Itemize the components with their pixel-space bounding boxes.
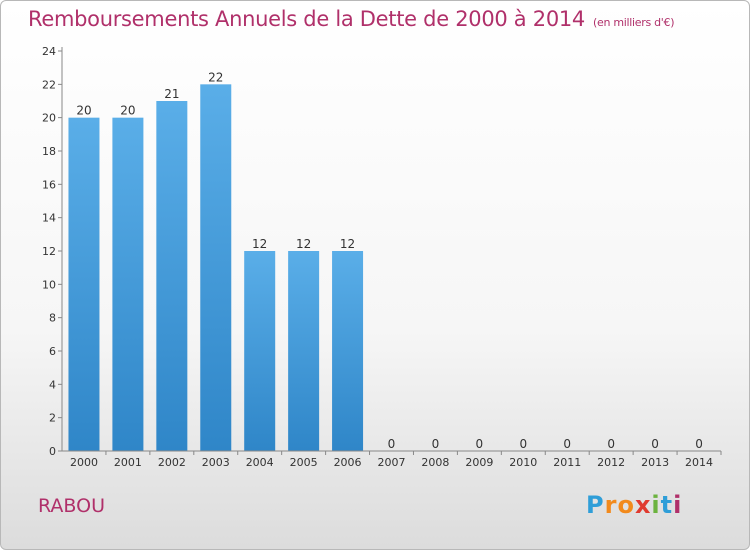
y-tick-label: 18: [42, 145, 56, 158]
y-tick-label: 20: [42, 112, 56, 125]
x-tick-label: 2014: [685, 456, 713, 469]
x-tick-label: 2007: [378, 456, 406, 469]
y-tick-label: 22: [42, 78, 56, 91]
bar: [68, 117, 100, 452]
x-tick-label: 2010: [509, 456, 537, 469]
x-tick-label: 2006: [334, 456, 362, 469]
data-label: 12: [296, 237, 311, 251]
y-tick-label: 14: [42, 212, 56, 225]
data-label: 0: [432, 437, 440, 451]
y-tick-label: 2: [49, 412, 56, 425]
y-tick-label: 12: [42, 245, 56, 258]
x-tick-label: 2005: [290, 456, 318, 469]
data-label: 0: [563, 437, 571, 451]
data-label: 0: [607, 437, 615, 451]
logo-letter: P: [586, 491, 605, 519]
bar: [112, 117, 144, 452]
x-tick-label: 2013: [641, 456, 669, 469]
logo-letter: t: [660, 491, 674, 519]
bar: [288, 251, 320, 451]
bar: [244, 251, 276, 451]
bars-group: [68, 84, 715, 452]
x-tick-label: 2001: [114, 456, 142, 469]
x-tick-label: 2002: [158, 456, 186, 469]
y-tick-label: 0: [49, 445, 56, 458]
logo-letter: o: [617, 491, 635, 519]
chart-subtitle: (en milliers d'€): [593, 16, 675, 29]
data-label: 12: [340, 237, 355, 251]
y-tick-label: 4: [49, 378, 56, 391]
y-tick-label: 8: [49, 312, 56, 325]
y-tick-label: 16: [42, 178, 56, 191]
x-tick-label: 2012: [597, 456, 625, 469]
data-label: 21: [164, 87, 179, 101]
y-tick-label: 24: [42, 45, 56, 58]
logo-letter: x: [634, 491, 652, 519]
bar: [156, 101, 188, 451]
data-label: 20: [76, 104, 91, 118]
labels-group: 0246810121416182022242000202001202002212…: [42, 45, 713, 469]
bar: [332, 251, 364, 451]
data-label: 20: [120, 104, 135, 118]
y-tick-label: 6: [49, 345, 56, 358]
data-label: 0: [651, 437, 659, 451]
bar: [200, 84, 232, 451]
x-tick-label: 2008: [421, 456, 449, 469]
y-tick-label: 10: [42, 278, 56, 291]
logo-letter: i: [651, 491, 661, 519]
proxiti-logo[interactable]: Proxiti: [586, 491, 682, 519]
logo-letter: i: [673, 491, 683, 519]
data-label: 12: [252, 237, 267, 251]
x-tick-label: 2004: [246, 456, 274, 469]
x-tick-label: 2003: [202, 456, 230, 469]
city-name: RABOU: [38, 495, 105, 517]
data-label: 0: [519, 437, 527, 451]
data-label: 22: [208, 70, 223, 84]
x-tick-label: 2011: [553, 456, 581, 469]
data-label: 0: [388, 437, 396, 451]
logo-letter: r: [604, 491, 618, 519]
chart-title: Remboursements Annuels de la Dette de 20…: [28, 7, 675, 31]
data-label: 0: [476, 437, 484, 451]
axes-group: [58, 47, 722, 455]
x-tick-label: 2000: [70, 456, 98, 469]
data-label: 0: [695, 437, 703, 451]
x-tick-label: 2009: [465, 456, 493, 469]
